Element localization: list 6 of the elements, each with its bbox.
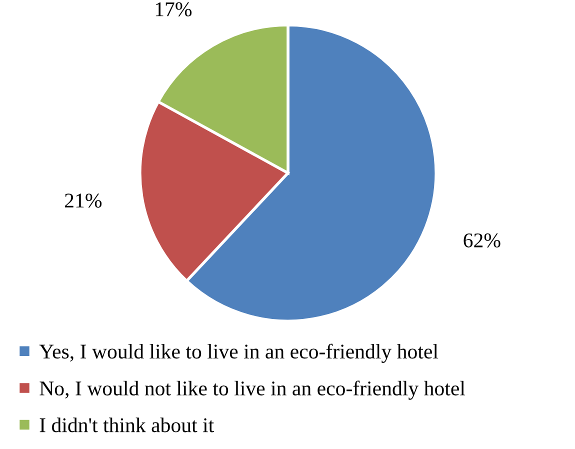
data-label: 62% bbox=[464, 233, 500, 248]
legend-label: I didn't think about it bbox=[40, 418, 214, 432]
legend-label: No, I would not like to live in an eco-friendly hotel bbox=[40, 380, 466, 400]
data-label: 21% bbox=[64, 194, 102, 208]
legend-label: Yes, I would like to live in an eco-friendly hotel bbox=[39, 344, 438, 363]
data-label: 17% bbox=[156, 2, 192, 16]
